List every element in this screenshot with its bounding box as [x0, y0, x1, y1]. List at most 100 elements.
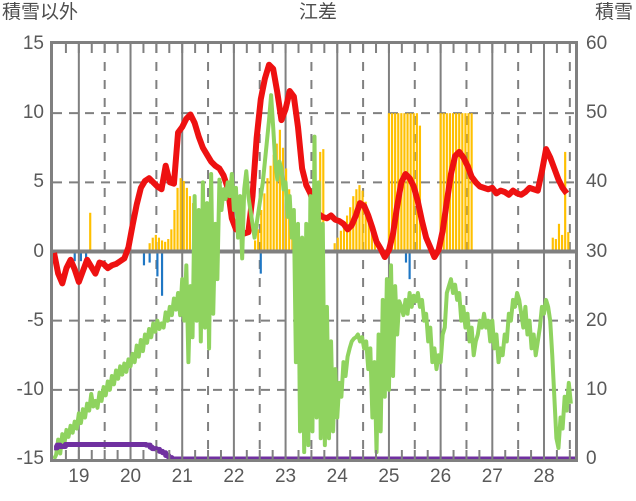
ticks-group: [64, 44, 571, 459]
plot-area: [50, 41, 578, 462]
y-right-tick-label: 10: [586, 378, 608, 400]
lines-group: [53, 61, 575, 459]
precipitation-bar: [442, 113, 445, 252]
precipitation-bar: [151, 237, 154, 252]
precipitation-bar: [370, 223, 373, 252]
precipitation-bar: [394, 113, 397, 252]
snowfall-bar: [84, 251, 88, 262]
right-axis-title: 積雪: [594, 2, 633, 23]
precipitation-bar: [339, 230, 342, 252]
y-right-tick-label: 60: [586, 33, 608, 54]
temperature-line: [53, 61, 570, 287]
chart-canvas: [53, 44, 575, 459]
y-right-tick-label: 0: [586, 448, 597, 469]
precipitation-bar: [164, 241, 167, 252]
snowfall-bar: [142, 251, 146, 266]
precipitation-bar: [263, 193, 266, 252]
precipitation-bar: [406, 113, 409, 252]
x-tick-label: 24: [326, 466, 348, 487]
y-right-tick-label: 40: [586, 171, 608, 193]
precipitation-bar: [272, 154, 275, 252]
x-tick-label: 25: [378, 466, 400, 487]
snowfall-bar: [259, 251, 262, 274]
snowfall-bar: [156, 251, 159, 277]
precipitation-bar: [275, 143, 278, 252]
precipitation-bar: [160, 240, 164, 252]
precipitation-bar: [439, 113, 442, 252]
precipitation-bar: [89, 212, 92, 252]
precipitation-bar: [358, 185, 361, 252]
precipitation-bar: [278, 129, 281, 252]
precipitation-bar: [322, 149, 325, 252]
y-left-tick-label: -5: [27, 309, 44, 331]
precipitation-bar: [464, 113, 467, 252]
left-axis-title: 積雪以外: [2, 2, 79, 23]
snowfall-bar: [404, 251, 408, 263]
precipitation-bar: [281, 147, 285, 252]
x-tick-label: 22: [223, 466, 245, 487]
snowfall-bar: [408, 251, 411, 280]
snowfall-bar: [160, 251, 164, 296]
precipitation-bar: [415, 113, 418, 252]
snowfall-bar: [148, 251, 151, 263]
x-tick-label: 21: [171, 466, 193, 487]
precipitation-bar: [167, 239, 170, 252]
y-left-tick-label: 10: [22, 102, 44, 124]
x-tick-label: 19: [68, 466, 90, 487]
y-right-tick-label: 50: [586, 102, 608, 124]
y-left-tick-label: -15: [16, 448, 44, 469]
precipitation-bar: [257, 229, 260, 252]
precipitation-bar: [418, 125, 422, 252]
precipitation-bar: [364, 201, 367, 252]
precipitation-bar: [564, 151, 567, 252]
precipitation-bar: [157, 237, 161, 252]
precipitation-bar: [188, 196, 192, 252]
precipitation-bar: [458, 113, 461, 252]
precipitation-bar: [554, 239, 557, 252]
precipitation-bar: [455, 113, 458, 252]
precipitation-bar: [182, 180, 185, 252]
precipitation-bar: [397, 113, 400, 252]
precipitation-bar: [467, 113, 470, 252]
precipitation-bar: [333, 243, 336, 252]
x-tick-label: 20: [119, 466, 142, 487]
precipitation-bar: [179, 178, 182, 252]
precipitation-bar: [176, 187, 179, 252]
precipitation-bar: [253, 240, 257, 252]
x-tick-label: 26: [430, 466, 452, 487]
precipitation-bar: [461, 113, 464, 252]
y-left-tick-label: 15: [22, 33, 44, 54]
precipitation-bar: [451, 113, 455, 252]
y-right-tick-label: 30: [586, 240, 608, 262]
precipitation-bar: [361, 190, 364, 252]
x-tick-label: 28: [533, 466, 555, 487]
wind-line: [53, 93, 573, 459]
precipitation-bar: [342, 223, 346, 252]
y-left-tick-label: 0: [33, 240, 44, 262]
y-left-tick-label: -10: [16, 378, 44, 400]
precipitation-bar: [567, 232, 570, 252]
x-tick-label: 27: [481, 466, 503, 487]
y-left-tick-label: 5: [33, 171, 44, 193]
y-right-tick-label: 20: [586, 309, 608, 331]
precipitation-bar: [185, 187, 188, 252]
precipitation-bar: [470, 113, 473, 252]
precipitation-bar: [336, 237, 339, 252]
precipitation-bar: [173, 210, 176, 252]
precipitation-bar: [260, 210, 263, 252]
precipitation-bar: [560, 234, 564, 252]
precipitation-bar: [154, 234, 157, 252]
snowfall-bar: [79, 251, 82, 262]
precipitation-bar: [269, 165, 272, 252]
precipitation-bar: [170, 229, 173, 252]
precipitation-bar: [345, 215, 349, 252]
x-tick-label: 23: [274, 466, 297, 487]
precipitation-bar: [148, 243, 151, 252]
precipitation-bar: [557, 223, 561, 252]
precipitation-bar: [387, 113, 391, 252]
precipitation-bar: [367, 212, 370, 252]
snow-depth-line: [54, 441, 575, 459]
precipitation-bar: [551, 237, 554, 252]
precipitation-bar: [390, 113, 394, 252]
